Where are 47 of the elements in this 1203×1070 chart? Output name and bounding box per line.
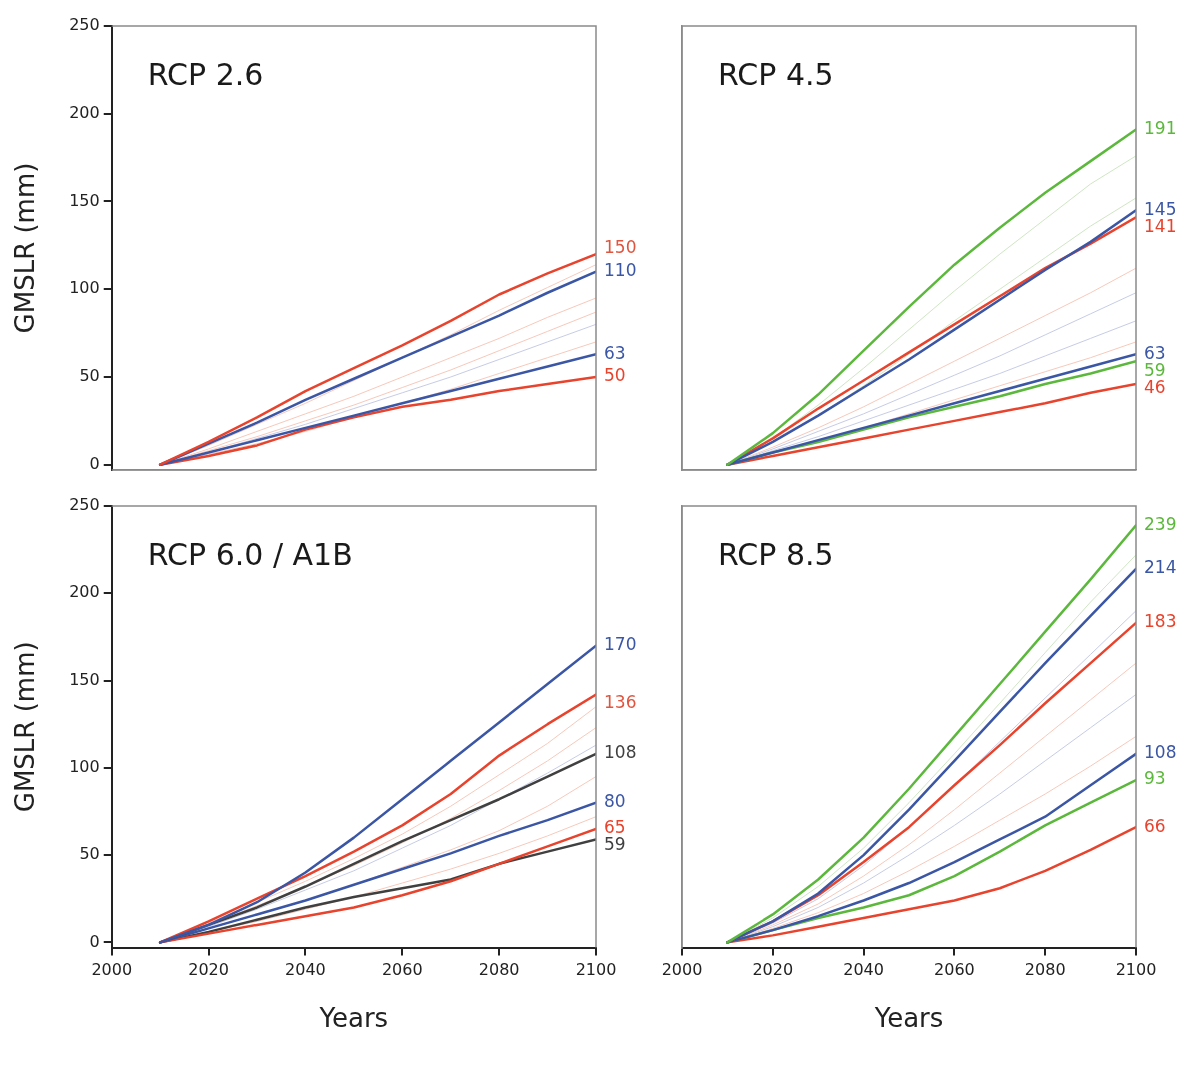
y-tick-label: 150 <box>69 190 100 210</box>
data-label: 50 <box>604 365 626 386</box>
y-tick-label: 50 <box>79 844 100 864</box>
x-tick-label: 2000 <box>661 960 703 980</box>
x-tick-label: 2000 <box>91 960 133 980</box>
x-tick-label: 2060 <box>381 960 423 980</box>
data-label: 80 <box>604 791 626 812</box>
data-label: 170 <box>604 634 637 655</box>
data-label: 66 <box>1144 815 1166 836</box>
y-tick-label: 250 <box>69 495 100 515</box>
y-tick-label: 100 <box>69 756 100 776</box>
y-tick-label: 200 <box>69 582 100 602</box>
data-label: 108 <box>604 742 637 763</box>
y-tick-label: 250 <box>69 15 100 35</box>
data-label: 108 <box>1144 742 1177 763</box>
x-tick-label: 2100 <box>1115 960 1157 980</box>
x-axis-title: Years <box>318 1003 389 1034</box>
data-label: 63 <box>604 342 626 363</box>
data-label: 214 <box>1144 557 1177 578</box>
data-label: 191 <box>1144 117 1177 138</box>
data-label: 93 <box>1144 768 1166 789</box>
y-tick-label: 0 <box>89 453 100 473</box>
y-tick-label: 150 <box>69 669 100 689</box>
text: RCP 8.5 <box>718 536 834 572</box>
y-axis-title: GMSLR (mm) <box>10 162 41 334</box>
x-tick-label: 2100 <box>575 960 617 980</box>
y-axis-title: GMSLR (mm) <box>10 641 41 813</box>
x-tick-label: 2020 <box>752 960 794 980</box>
x-tick-label: 2040 <box>285 960 326 980</box>
text: RCP 6.0 / A1B <box>147 536 353 572</box>
x-tick-label: 2060 <box>934 960 975 980</box>
x-tick-label: 2080 <box>1024 960 1066 980</box>
x-tick-label: 2040 <box>843 960 884 980</box>
x-tick-label: 2080 <box>478 960 520 980</box>
text: RCP 4.5 <box>718 56 834 92</box>
y-tick-label: 50 <box>79 366 100 386</box>
data-label: 110 <box>604 260 637 281</box>
data-label: 183 <box>1144 611 1177 632</box>
y-tick-label: 200 <box>69 102 100 122</box>
x-axis-title: Years <box>873 1003 944 1034</box>
text: 150 <box>604 236 637 257</box>
annotation: 136 <box>604 691 637 712</box>
y-tick-label: 0 <box>89 931 100 951</box>
x-tick-label: 2020 <box>188 960 229 980</box>
text: RCP 2.6 <box>147 56 264 92</box>
y-tick-label: 100 <box>69 278 100 298</box>
data-label: 239 <box>1144 513 1177 534</box>
